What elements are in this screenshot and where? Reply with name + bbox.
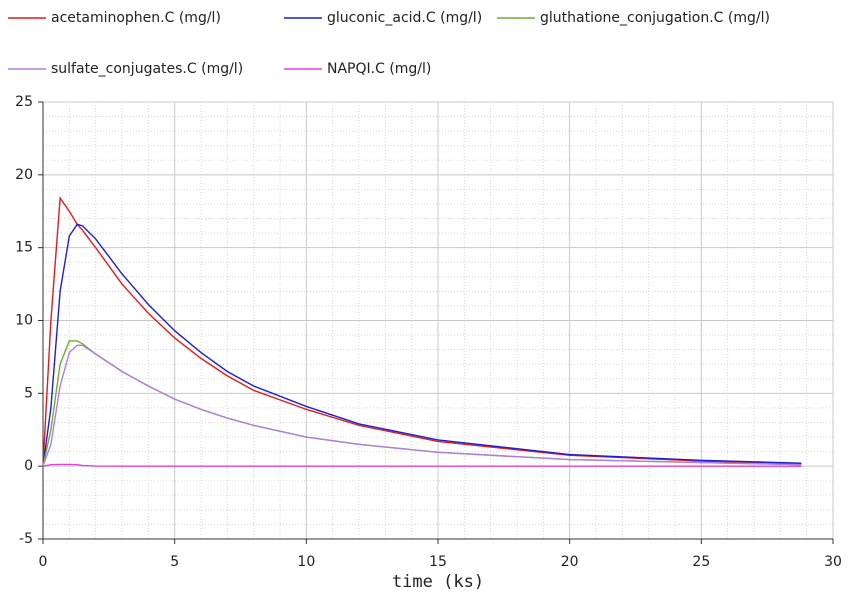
x-tick-label: 25 <box>692 554 710 570</box>
x-tick-label: 30 <box>824 554 842 570</box>
legend-label: acetaminophen.C (mg/l) <box>51 10 221 26</box>
y-tick-label: 10 <box>15 313 33 329</box>
legend-label: sulfate_conjugates.C (mg/l) <box>51 61 243 77</box>
series-line <box>42 196 802 467</box>
y-tick-label: 0 <box>24 458 33 474</box>
series-line <box>42 340 802 467</box>
legend-label: gluthatione_conjugation.C (mg/l) <box>540 10 770 26</box>
series-line <box>42 344 802 467</box>
y-tick-label: 20 <box>15 167 33 183</box>
x-tick-label: 5 <box>170 554 179 570</box>
legend-label: gluconic_acid.C (mg/l) <box>327 10 482 26</box>
x-tick-label: 10 <box>297 554 315 570</box>
series-line <box>42 223 802 467</box>
y-tick-label: 15 <box>15 240 33 256</box>
x-tick-label: 20 <box>561 554 579 570</box>
y-tick-label: 5 <box>24 385 33 401</box>
x-axis-label: time (ks) <box>392 572 484 592</box>
y-tick-label: 25 <box>15 94 33 110</box>
x-tick-label: 15 <box>429 554 447 570</box>
legend-label: NAPQI.C (mg/l) <box>327 61 431 77</box>
series-line <box>42 463 802 467</box>
y-tick-label: -5 <box>19 531 33 547</box>
x-tick-label: 0 <box>39 554 48 570</box>
